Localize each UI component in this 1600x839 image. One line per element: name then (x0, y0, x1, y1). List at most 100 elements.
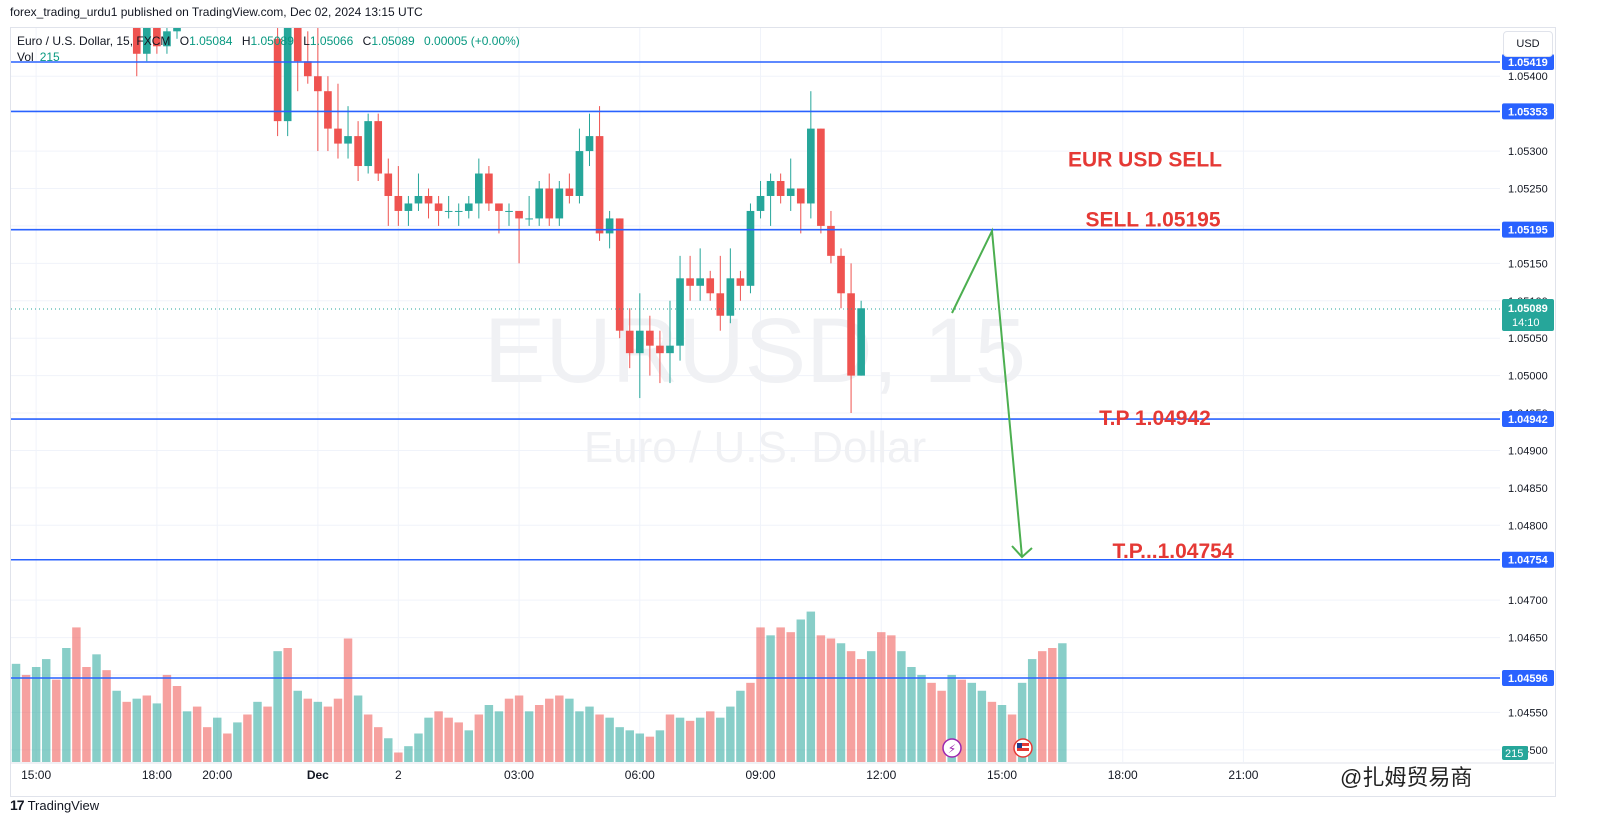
volume-bar (736, 690, 745, 762)
candle-body (605, 218, 614, 234)
price-axis-bg (1500, 28, 1554, 786)
candle-body (786, 188, 795, 196)
projection-line (951, 227, 1023, 558)
currency-button[interactable]: USD (1503, 31, 1553, 57)
volume-bar (987, 701, 997, 762)
high-label: H (241, 34, 251, 48)
volume-bar (112, 690, 121, 762)
candle-body (635, 330, 644, 354)
level-price-tag (1502, 221, 1554, 238)
volume-bar (31, 667, 41, 762)
volume-bar (293, 690, 302, 762)
candle-body (666, 345, 674, 354)
volume-bar (243, 714, 252, 762)
volume-bar (786, 632, 795, 762)
level-price-label: 1.05353 (1508, 106, 1548, 118)
level-price-label: 1.05195 (1508, 225, 1548, 237)
volume-bar (504, 698, 514, 762)
candle-body (686, 278, 694, 286)
symbol-title[interactable]: Euro / U.S. Dollar, 15, FXCM (17, 34, 171, 48)
volume-bar (494, 711, 504, 762)
price-tick-label: 1.05000 (1508, 371, 1548, 383)
volume-bar (917, 674, 926, 762)
price-axis[interactable]: 1.054001.053001.052501.052001.051501.051… (1500, 28, 1554, 786)
watermark-symbol: EURUSD, 15 (484, 300, 1026, 402)
candle-body (434, 203, 443, 211)
volume-bar (373, 727, 383, 762)
close-value: 1.05089 (371, 34, 415, 48)
volume-bar (92, 654, 101, 762)
price-tick-label: 1.05150 (1508, 258, 1548, 270)
candle-body (756, 195, 765, 211)
volume-bar (1038, 651, 1047, 762)
volume-bar (706, 711, 715, 762)
volume-badge-label: 215 (1505, 748, 1523, 760)
volume-bar (826, 638, 836, 762)
volume-bar (72, 627, 81, 762)
vol-value: 215 (39, 50, 60, 64)
volume-bar (877, 632, 886, 762)
volume-bar (384, 738, 393, 762)
candle-body (173, 28, 181, 32)
volume-bar (172, 686, 182, 762)
volume-bar (1017, 682, 1027, 762)
time-tick-label: 09:00 (746, 768, 776, 782)
candle-body (525, 218, 533, 220)
tradingview-logo[interactable]: 17 TradingView (10, 797, 99, 813)
volume-bar (856, 659, 866, 762)
level-price-tag (1502, 54, 1554, 70)
volume-bar (273, 651, 282, 762)
low-label: L (303, 34, 310, 48)
volume-bar (202, 727, 212, 762)
change-value: 0.00005 (+0.00%) (424, 34, 520, 48)
price-tick-label: 1.04850 (1508, 483, 1548, 495)
candle-body (827, 225, 835, 256)
volume-bar (695, 717, 705, 762)
candle-body (314, 76, 322, 92)
price-tick-label: 1.05300 (1508, 146, 1548, 158)
volume-bar (82, 667, 91, 762)
volume-bar (1048, 648, 1057, 762)
candle-body (575, 151, 584, 196)
low-value: 1.05066 (309, 34, 354, 48)
volume-bar (414, 733, 423, 762)
time-tick-label: Dec (307, 768, 329, 782)
volume-bar (585, 706, 594, 762)
volume-bar (846, 651, 856, 762)
volume-bar (122, 701, 131, 762)
candle-body (796, 188, 805, 204)
time-axis[interactable]: 15:00 18:00 20:00 Dec 2 03:00 06:00 09:00 12:00 1… (11, 762, 1554, 782)
watermark-name: Euro / U.S. Dollar (584, 423, 926, 472)
candle-body (142, 28, 151, 54)
candle-body (676, 278, 684, 346)
candle-body (444, 210, 453, 212)
time-tick-label: 06:00 (625, 768, 655, 782)
candle-body (464, 203, 473, 211)
level-price-label: 1.05419 (1508, 57, 1548, 69)
volume-bar (303, 698, 313, 762)
candle-body (716, 293, 725, 316)
volume-bar (534, 705, 544, 762)
level-price-label: 1.04942 (1508, 414, 1548, 426)
volume-bar (353, 695, 363, 762)
volume-bar (645, 736, 655, 762)
trade-annotations: EUR USD SELL SELL 1.05195 T.P 1.04942 T.P..… (1068, 149, 1234, 563)
volume-bar (514, 695, 524, 762)
candle-body (656, 345, 664, 354)
volume-bar (816, 635, 826, 762)
event-icons[interactable]: ⚡ (942, 738, 1033, 758)
volume-bar (394, 752, 403, 762)
open-label: O (179, 34, 190, 48)
volume-bar (52, 679, 61, 762)
candle-body (625, 330, 634, 354)
horizontal-levels[interactable] (11, 61, 1500, 679)
candle-body (696, 278, 704, 286)
volume-bar (575, 711, 584, 762)
volume-bar (454, 722, 463, 762)
corner-watermark: @扎姆贸易商 (1340, 765, 1473, 790)
volume-bar (484, 705, 494, 762)
candle-body (837, 255, 845, 294)
volume-bar (263, 706, 272, 762)
candle-body (505, 210, 513, 212)
